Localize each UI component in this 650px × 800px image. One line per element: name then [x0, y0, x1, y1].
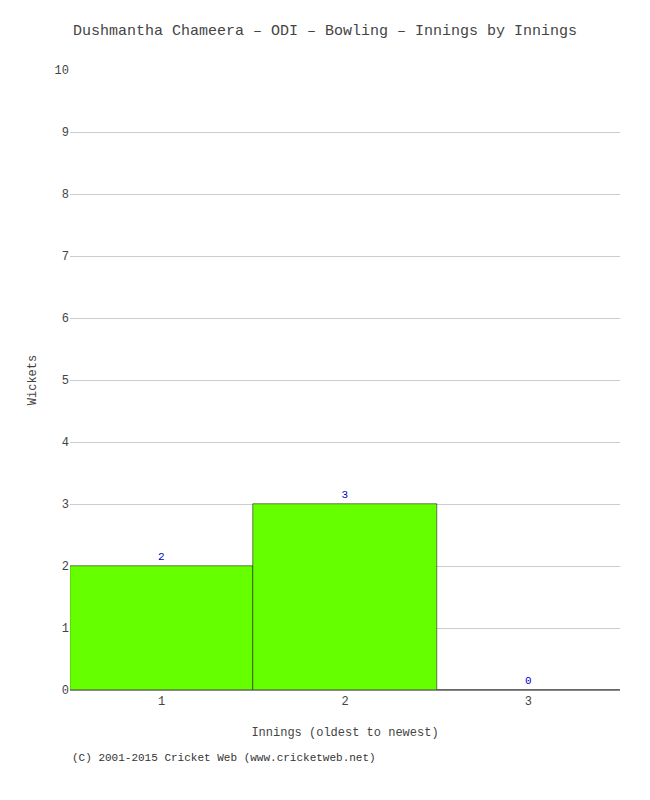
svg-text:2: 2 [341, 695, 348, 709]
svg-text:3: 3 [525, 695, 532, 709]
svg-text:0: 0 [62, 684, 69, 698]
svg-text:3: 3 [341, 489, 348, 501]
svg-text:9: 9 [62, 126, 69, 140]
svg-text:10: 10 [55, 64, 69, 78]
svg-text:Wickets: Wickets [26, 355, 40, 405]
svg-text:2: 2 [62, 560, 69, 574]
svg-text:0: 0 [525, 675, 532, 687]
svg-text:3: 3 [62, 498, 69, 512]
svg-text:1: 1 [158, 695, 165, 709]
svg-text:7: 7 [62, 250, 69, 264]
svg-text:5: 5 [62, 374, 69, 388]
svg-text:4: 4 [62, 436, 69, 450]
svg-text:1: 1 [62, 622, 69, 636]
svg-text:Dushmantha Chameera – ODI – Bo: Dushmantha Chameera – ODI – Bowling – In… [73, 23, 577, 40]
svg-text:Innings (oldest to newest): Innings (oldest to newest) [251, 726, 438, 740]
svg-text:8: 8 [62, 188, 69, 202]
svg-text:(C) 2001-2015 Cricket Web (www: (C) 2001-2015 Cricket Web (www.cricketwe… [72, 752, 376, 764]
svg-text:6: 6 [62, 312, 69, 326]
svg-text:2: 2 [158, 551, 165, 563]
